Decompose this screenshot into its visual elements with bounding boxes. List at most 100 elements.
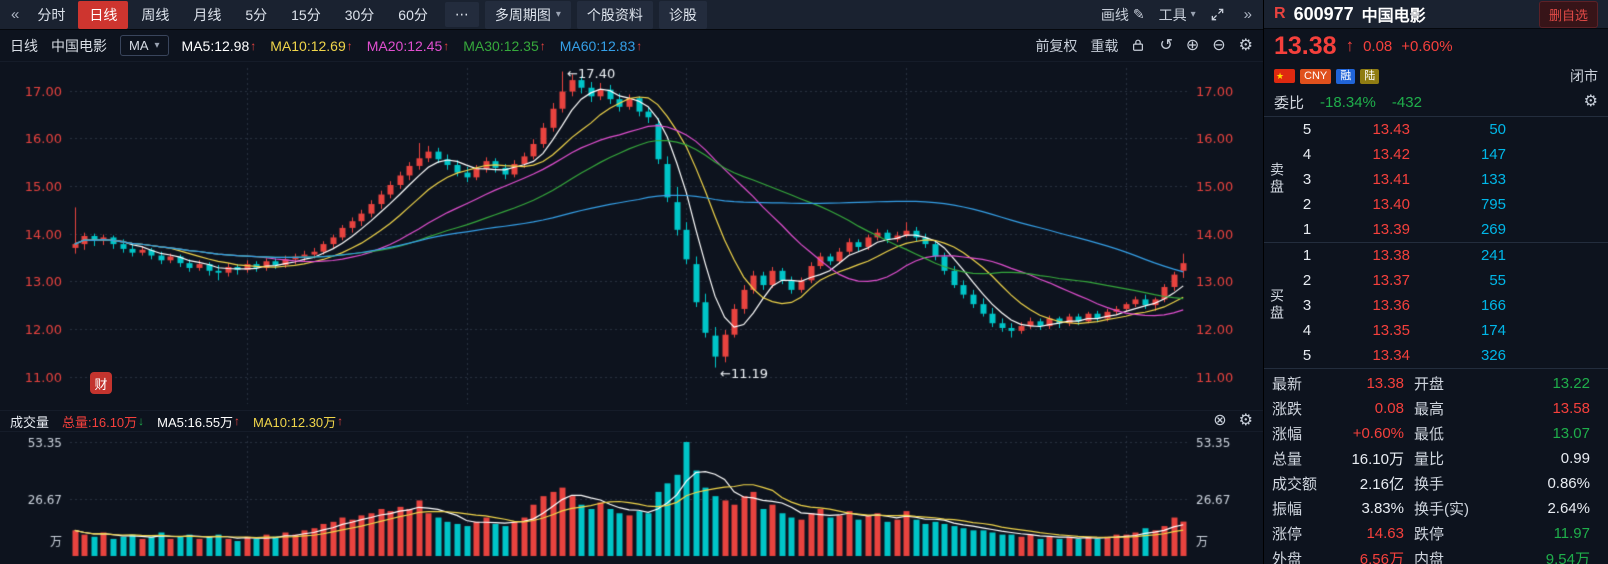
stat-value-2: 0.08: [1334, 400, 1414, 417]
badges-row: ★ CNY融陆 闭市: [1264, 64, 1608, 89]
stat-label-12: 涨停: [1272, 523, 1334, 544]
tab-period-5[interactable]: 15分: [280, 1, 332, 29]
zoom-out-icon[interactable]: ⊖: [1212, 38, 1225, 54]
book-row-sell-5[interactable]: 513.4350: [1290, 117, 1608, 142]
ma-value-1: MA10:12.69↑: [270, 38, 353, 54]
ma-values: MA5:12.98↑MA10:12.69↑MA20:12.45↑MA30:12.…: [182, 38, 643, 54]
book-volume: 174: [1410, 322, 1506, 339]
tab-period-7[interactable]: 60分: [387, 1, 439, 29]
book-row-sell-2[interactable]: 213.40795: [1290, 192, 1608, 217]
multi-period-label: 多周期图: [495, 5, 551, 25]
draw-line-button[interactable]: 画线 ✎: [1101, 5, 1145, 25]
multi-period-dropdown[interactable]: 多周期图 ▾: [485, 1, 571, 29]
weibi-label: 委比: [1274, 92, 1304, 113]
ma-value-text: MA20:12.45: [367, 38, 443, 54]
stats-grid: 最新13.38开盘13.22涨跌0.08最高13.58涨幅+0.60%最低13.…: [1264, 368, 1608, 564]
brand-watermark-icon: 财: [90, 372, 112, 394]
chart-header-tools: 前复权 重载 ↺ ⊕ ⊖ ⚙: [1035, 36, 1253, 56]
chart-header: 日线 中国电影 MA ▾ MA5:12.98↑MA10:12.69↑MA20:1…: [0, 30, 1263, 62]
tab-period-0[interactable]: 分时: [26, 1, 76, 29]
book-volume: 269: [1410, 221, 1506, 238]
book-level: 4: [1290, 322, 1324, 339]
book-price: 13.40: [1324, 196, 1410, 213]
tab-period-1[interactable]: 日线: [78, 1, 128, 29]
ma-selector-dropdown[interactable]: MA ▾: [120, 35, 169, 56]
diagnose-stock-button[interactable]: 诊股: [659, 1, 707, 29]
ma-value-text: MA5:12.98: [182, 38, 250, 54]
book-level: 2: [1290, 272, 1324, 289]
order-book: 卖盘 513.4350413.42147313.41133213.4079511…: [1264, 116, 1608, 368]
stat-value-0: 13.38: [1334, 375, 1414, 392]
book-level: 1: [1290, 221, 1324, 238]
draw-line-label: 画线: [1101, 5, 1129, 25]
tab-period-2[interactable]: 周线: [130, 1, 180, 29]
buy-label: 买盘: [1264, 243, 1290, 368]
ma-value-0: MA5:12.98↑: [182, 38, 257, 54]
more-periods-button[interactable]: ⋯: [445, 2, 479, 27]
settings-gear-icon[interactable]: ⚙: [1584, 94, 1598, 110]
ma-value-text: MA10:12.69: [270, 38, 346, 54]
tab-period-3[interactable]: 月线: [182, 1, 232, 29]
lock-icon[interactable]: [1131, 38, 1146, 53]
settings-gear-icon[interactable]: ⚙: [1239, 413, 1253, 429]
market-badge-1: 融: [1336, 69, 1355, 84]
tab-period-6[interactable]: 30分: [334, 1, 386, 29]
stat-value-8: 2.16亿: [1334, 473, 1414, 494]
stat-label-10: 振幅: [1272, 498, 1334, 519]
book-level: 1: [1290, 247, 1324, 264]
stat-label-13: 跌停: [1414, 523, 1504, 544]
ma-value-4: MA60:12.83↑: [560, 38, 643, 54]
book-price: 13.34: [1324, 347, 1410, 364]
volume-ma5: MA5:16.55万 ↑: [157, 412, 240, 431]
stat-value-5: 13.07: [1504, 425, 1600, 442]
settings-gear-icon[interactable]: ⚙: [1239, 38, 1253, 54]
book-row-sell-1[interactable]: 113.39269: [1290, 217, 1608, 242]
volume-chart[interactable]: [0, 432, 1263, 564]
undo-icon[interactable]: ↺: [1159, 38, 1172, 54]
stat-label-6: 总量: [1272, 448, 1334, 469]
tools-dropdown[interactable]: 工具 ▾: [1159, 5, 1196, 25]
collapse-right-icon[interactable]: »: [1239, 6, 1257, 23]
candlestick-chart[interactable]: [0, 62, 1263, 410]
period-tabs: 分时日线周线月线5分15分30分60分: [26, 1, 439, 29]
price-change: 0.08: [1363, 38, 1392, 55]
book-row-sell-3[interactable]: 313.41133: [1290, 167, 1608, 192]
stat-value-12: 14.63: [1334, 525, 1414, 542]
book-level: 3: [1290, 171, 1324, 188]
chevron-down-icon: ▾: [155, 40, 160, 51]
reload-button[interactable]: 重载: [1090, 36, 1118, 56]
remove-watchlist-button[interactable]: 删自选: [1539, 1, 1598, 28]
fullscreen-expand-icon[interactable]: [1210, 7, 1225, 22]
quote-header: R 600977 中国电影 删自选: [1264, 0, 1608, 29]
collapse-left-icon[interactable]: «: [6, 6, 24, 23]
stat-value-14: 6.56万: [1334, 548, 1414, 564]
weicha-value: -432: [1392, 94, 1422, 111]
stat-label-2: 涨跌: [1272, 398, 1334, 419]
book-volume: 133: [1410, 171, 1506, 188]
adjust-mode-button[interactable]: 前复权: [1035, 36, 1077, 56]
book-row-buy-1[interactable]: 113.38241: [1290, 243, 1608, 268]
up-arrow-icon: ↑: [337, 414, 343, 428]
book-row-sell-4[interactable]: 413.42147: [1290, 142, 1608, 167]
stat-label-4: 涨幅: [1272, 423, 1334, 444]
chevron-down-icon: ▾: [556, 9, 561, 20]
market-badge-0: CNY: [1300, 69, 1331, 84]
market-status: 闭市: [1570, 66, 1598, 86]
tab-period-4[interactable]: 5分: [234, 1, 278, 29]
book-row-buy-3[interactable]: 313.36166: [1290, 293, 1608, 318]
stock-name-label: 中国电影: [51, 36, 107, 56]
badges-list: CNY融陆: [1300, 69, 1379, 84]
book-row-buy-5[interactable]: 513.34326: [1290, 343, 1608, 368]
book-level: 5: [1290, 121, 1324, 138]
book-row-buy-4[interactable]: 413.35174: [1290, 318, 1608, 343]
stock-info-button[interactable]: 个股资料: [577, 1, 653, 29]
book-row-buy-2[interactable]: 213.3755: [1290, 268, 1608, 293]
up-arrow-icon: ↑: [347, 39, 353, 53]
buy-rows: 113.38241213.3755313.36166413.35174513.3…: [1290, 243, 1608, 368]
book-price: 13.41: [1324, 171, 1410, 188]
close-pane-icon[interactable]: ⊗: [1213, 413, 1226, 429]
last-price: 13.38: [1274, 32, 1337, 61]
zoom-in-icon[interactable]: ⊕: [1186, 38, 1199, 54]
stat-value-13: 11.97: [1504, 525, 1600, 542]
book-level: 5: [1290, 347, 1324, 364]
